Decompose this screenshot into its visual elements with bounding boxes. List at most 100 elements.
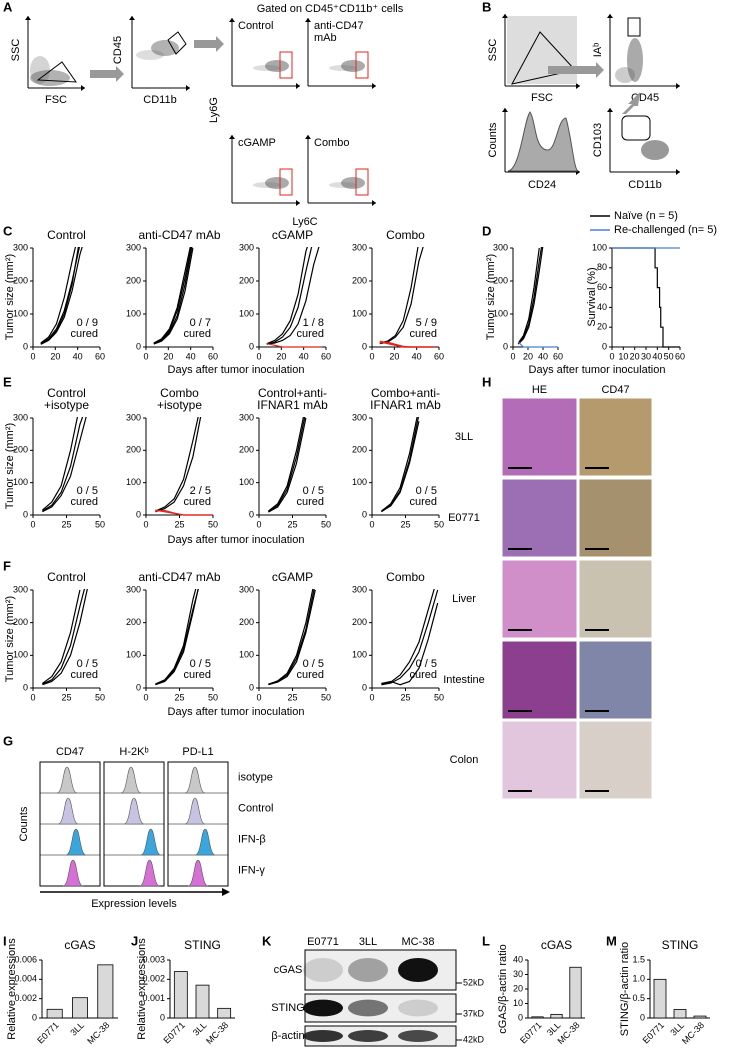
protein-label: cGAS: [274, 964, 303, 976]
y-tick-label: 0: [23, 509, 28, 519]
y-tick-label: 200: [239, 445, 254, 455]
legend-label: Naïve (n = 5): [614, 210, 678, 222]
label: FSC: [531, 92, 553, 104]
y-tick-label: 300: [13, 242, 28, 252]
label: SSC: [487, 39, 499, 62]
cell-cloud: [151, 40, 179, 56]
series-line: [266, 247, 308, 345]
x-tick-label: 0: [30, 351, 35, 361]
annotation: cured: [70, 328, 98, 340]
band: [303, 1030, 343, 1042]
lane-label: MC-38: [401, 936, 434, 948]
row-label: isotype: [238, 771, 273, 783]
label: mAb: [314, 32, 337, 44]
y-tick-label: 300: [352, 584, 367, 594]
cell-cloud: [627, 38, 643, 82]
y-tick-label: 100: [126, 308, 141, 318]
label: Combo: [314, 137, 349, 149]
x-tick-label: 20: [50, 351, 60, 361]
x-tick-label: 10: [618, 351, 628, 361]
y-tick-label: 100: [126, 650, 141, 660]
band: [398, 1030, 438, 1042]
axis-arrow: [81, 85, 85, 91]
x-tick-label: 0: [30, 692, 35, 702]
chart-title: anti-CD47 mAb: [138, 228, 220, 242]
y-tick-label: 0: [602, 341, 607, 351]
x-tick-label: 25: [61, 692, 71, 702]
series-line: [381, 589, 439, 686]
histogram: [123, 797, 145, 825]
series-line: [153, 247, 192, 344]
y-tick-label: 1.5: [632, 954, 645, 964]
annotation: cured: [183, 328, 211, 340]
x-tick-label: 60: [321, 351, 331, 361]
x-tick-label: E0771: [641, 1020, 666, 1045]
legend-label: Re-challenged (n= 5): [614, 224, 717, 236]
y-tick-label: 200: [352, 445, 367, 455]
y-tick-label: 0: [136, 682, 141, 692]
label: CD103: [592, 123, 604, 157]
series-line: [42, 589, 88, 686]
annotation: 0 / 9: [77, 317, 98, 329]
chart-title: Combo: [386, 228, 425, 242]
gate: [279, 168, 293, 196]
series-line: [379, 340, 435, 348]
x-tick-label: 40: [73, 351, 83, 361]
y-tick-label: 100: [352, 308, 367, 318]
band: [303, 958, 343, 982]
y-tick-label: 0.002: [142, 974, 165, 984]
annotation: cured: [409, 496, 437, 508]
series-line: [381, 602, 439, 686]
histogram: [184, 766, 206, 794]
histogram: [507, 111, 579, 172]
series-line: [381, 417, 418, 512]
column-header: HE: [532, 384, 547, 396]
gate: [36, 61, 77, 83]
row-label: IFN-γ: [238, 864, 265, 876]
x-axis-label: Days after tumor inoculation: [168, 534, 305, 546]
series-line: [42, 417, 84, 512]
y-tick-label: 0.5: [632, 993, 645, 1003]
axis-arrow: [25, 16, 31, 20]
histogram: [187, 859, 209, 887]
y-tick-label: 0.002: [14, 993, 37, 1003]
x-tick-label: 25: [287, 519, 297, 529]
x-tick-label: 0: [369, 519, 374, 529]
series-line: [155, 589, 199, 685]
chart-title: +isotype: [44, 398, 89, 412]
y-tick-label: 100: [239, 477, 254, 487]
histogram: [58, 797, 79, 825]
y-tick-label: 0: [640, 1012, 645, 1022]
bar: [72, 997, 89, 1019]
row-label: IFN-β: [238, 833, 266, 845]
chart-title: cGAS: [541, 938, 572, 952]
axis-arrow: [676, 83, 680, 89]
label: CD11b: [628, 179, 661, 191]
y-tick-label: 300: [239, 584, 254, 594]
chart-title: STING: [184, 938, 221, 952]
band: [348, 999, 388, 1017]
chart-title: Combo: [160, 386, 199, 400]
y-tick-label: 0: [362, 509, 367, 519]
y-tick-label: 100: [493, 308, 508, 318]
bar: [97, 964, 114, 1019]
y-tick-label: 0: [160, 1012, 165, 1022]
row-label: Colon: [450, 754, 479, 766]
axis-arrow: [372, 83, 376, 89]
histogram: [195, 828, 216, 856]
x-tick-label: E0771: [518, 1020, 543, 1045]
series-line: [153, 247, 191, 344]
lane-label: 3LL: [359, 936, 377, 948]
row-label: Intestine: [443, 674, 485, 686]
cell-cloud: [265, 177, 289, 189]
band: [348, 1030, 388, 1042]
x-tick-label: 25: [400, 519, 410, 529]
panel-letter: M: [606, 933, 617, 948]
axis-arrow: [186, 85, 190, 91]
x-tick-label: 60: [675, 351, 685, 361]
axis-arrow: [222, 888, 230, 896]
axis-arrow: [305, 135, 311, 139]
y-tick-label: 300: [126, 412, 141, 422]
annotation: 5 / 9: [416, 317, 437, 329]
y-tick-label: 200: [126, 617, 141, 627]
